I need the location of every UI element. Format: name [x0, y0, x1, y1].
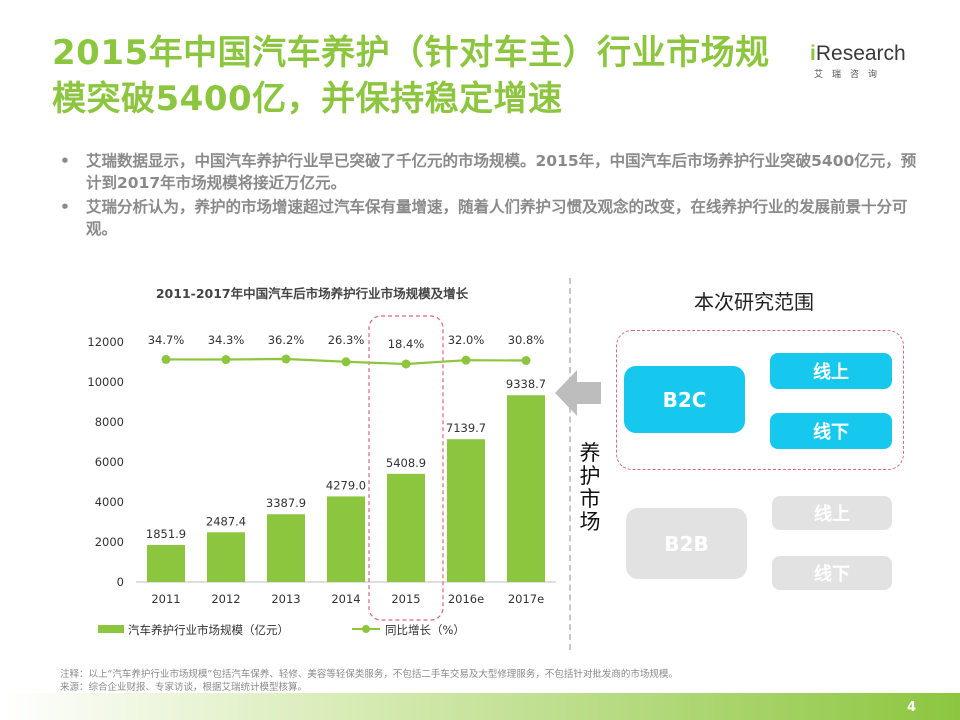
left-arrow-icon: [555, 370, 601, 416]
y-tick-label: 6000: [95, 455, 124, 469]
scope-highlight-box: [616, 330, 904, 470]
iresearch-logo: iResearch 艾瑞咨询: [810, 42, 910, 80]
maintenance-market-label: 养护市场: [579, 441, 601, 534]
x-tick-label: 2013: [271, 592, 300, 606]
bar-2014: [327, 496, 365, 582]
legend-line-label: 同比增长（%）: [385, 623, 465, 637]
bar-2011: [147, 544, 185, 582]
bar-value-label: 3387.9: [266, 496, 306, 510]
y-tick-label: 2000: [95, 535, 124, 549]
bar-2013: [267, 514, 305, 582]
growth-value-label: 32.0%: [448, 333, 485, 347]
page-number: 4: [906, 700, 916, 715]
y-tick-label: 10000: [87, 375, 124, 389]
x-tick-label: 2016e: [448, 592, 484, 606]
x-tick-label: 2011: [151, 592, 180, 606]
bar-2015: [387, 473, 425, 582]
growth-value-label: 34.3%: [208, 333, 245, 347]
growth-point-2011: [161, 354, 171, 364]
bar-value-label: 7139.7: [446, 421, 486, 435]
chart-title: 2011-2017年中国汽车后市场养护行业市场规模及增长: [156, 286, 469, 301]
x-tick-label: 2012: [211, 592, 240, 606]
page-title: 2015年中国汽车养护（针对车主）行业市场规模突破5400亿，并保持稳定增速: [52, 33, 770, 119]
growth-value-label: 18.4%: [388, 337, 425, 351]
bar-value-label: 4279.0: [326, 478, 366, 492]
bar-value-label: 9338.7: [506, 377, 546, 391]
growth-point-2014: [341, 357, 351, 367]
growth-value-label: 26.3%: [328, 333, 365, 347]
bar-2017e: [507, 395, 545, 582]
b2b-offline-node: 线下: [772, 556, 892, 590]
logo-subtitle: 艾瑞咨询: [814, 70, 887, 80]
bar-value-label: 5408.9: [386, 456, 426, 470]
x-tick-label: 2017e: [508, 592, 544, 606]
section-divider: [569, 278, 571, 650]
bullet-item: • 艾瑞数据显示，中国汽车养护行业早已突破了千亿元的市场规模。2015年，中国汽车…: [60, 152, 917, 192]
bar-2016e: [447, 439, 485, 582]
bar-2012: [207, 532, 245, 582]
bullet-icon: •: [60, 198, 70, 216]
b2c-node: B2C: [624, 366, 745, 433]
y-tick-label: 4000: [95, 495, 124, 509]
b2b-online-node: 线上: [772, 496, 892, 530]
x-tick-label: 2014: [331, 592, 360, 606]
legend-bar-label: 汽车养护行业市场规模（亿元）: [128, 623, 289, 637]
growth-point-2013: [281, 354, 291, 364]
bar-value-label: 2487.4: [206, 514, 246, 528]
growth-point-2016e: [461, 355, 471, 365]
y-tick-label: 12000: [87, 335, 124, 349]
footer-bar: [0, 693, 960, 720]
growth-value-label: 36.2%: [268, 333, 305, 347]
x-tick-label: 2015: [391, 592, 420, 606]
b2b-node: B2B: [626, 508, 747, 579]
growth-point-2012: [221, 355, 231, 365]
bullet-item: • 艾瑞分析认为，养护的市场增速超过汽车保有量增速，随着人们养护习惯及观念的改变，…: [60, 198, 908, 238]
y-tick-label: 8000: [95, 415, 124, 429]
scope-title: 本次研究范围: [694, 290, 814, 314]
growth-value-label: 34.7%: [148, 333, 185, 347]
legend-line-marker: [362, 625, 370, 633]
footnote-source: 来源：综合企业财报、专家访谈，根据艾瑞统计模型核算。: [60, 682, 308, 693]
legend-bar-swatch: [98, 625, 124, 633]
growth-value-label: 30.8%: [508, 333, 545, 347]
growth-point-2017e: [521, 356, 531, 366]
b2c-online-node: 线上: [770, 353, 892, 389]
highlight-2015-box: [368, 315, 444, 621]
bullet-icon: •: [60, 152, 70, 170]
growth-point-2015: [401, 359, 411, 369]
summary-bullets: • 艾瑞数据显示，中国汽车养护行业早已突破了千亿元的市场规模。2015年，中国汽车…: [60, 150, 930, 242]
chart-canvas: 2011-2017年中国汽车后市场养护行业市场规模及增长 0 2000 4000 600…: [87, 286, 556, 637]
bar-value-label: 1851.9: [146, 527, 186, 541]
market-size-chart: 2011-2017年中国汽车后市场养护行业市场规模及增长 0 2000 4000 600…: [0, 270, 560, 650]
b2c-offline-node: 线下: [770, 413, 892, 449]
y-tick-label: 0: [117, 575, 124, 589]
footnotes: 注释：以上“汽车养护行业市场规模”包括汽车保养、轻修、美容等轻保类服务，不包括二…: [60, 668, 860, 694]
footnote-note: 注释：以上“汽车养护行业市场规模”包括汽车保养、轻修、美容等轻保类服务，不包括二…: [60, 669, 678, 680]
